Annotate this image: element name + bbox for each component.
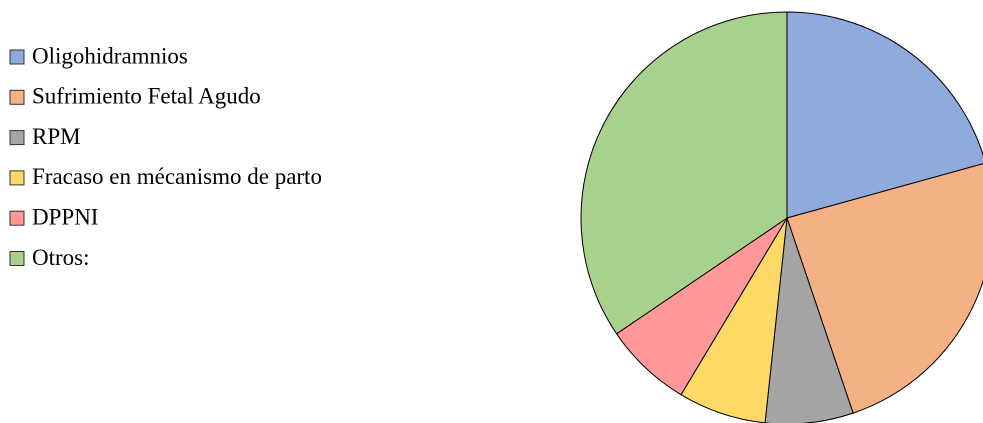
pie-slice bbox=[580, 11, 788, 335]
legend-swatch bbox=[9, 251, 25, 266]
legend-label: RPM bbox=[32, 124, 81, 149]
legend-label: Fracaso en mécanismo de parto bbox=[32, 164, 322, 189]
legend-label: Sufrimiento Fetal Agudo bbox=[32, 84, 261, 109]
legend-swatch bbox=[9, 130, 25, 146]
legend-swatch bbox=[9, 89, 25, 105]
legend-label: Otros: bbox=[32, 245, 90, 270]
legend-swatch bbox=[9, 49, 25, 65]
legend-swatch bbox=[9, 210, 25, 226]
pie-slice bbox=[786, 163, 983, 414]
legend-label: Oligohidramnios bbox=[32, 43, 188, 68]
legend-swatch bbox=[9, 170, 25, 186]
pie-slice bbox=[786, 11, 983, 219]
legend-label: DPPNI bbox=[32, 204, 98, 229]
